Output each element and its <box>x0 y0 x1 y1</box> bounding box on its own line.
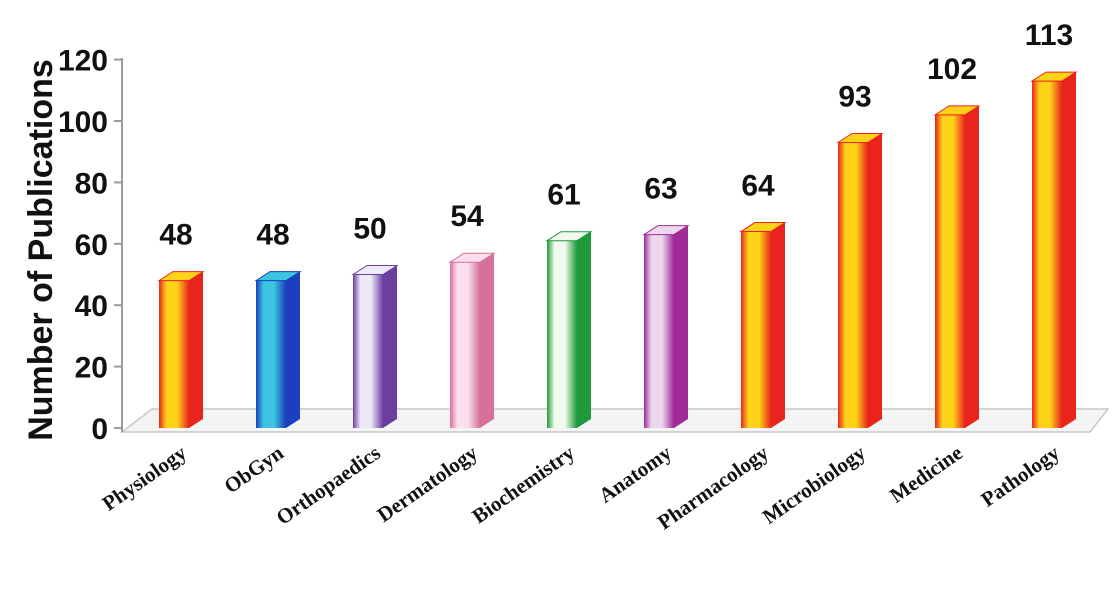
data-label: 50 <box>353 213 386 246</box>
bar-side <box>383 265 397 428</box>
data-label: 54 <box>450 200 484 233</box>
data-label: 113 <box>1025 19 1073 52</box>
bar-top <box>157 271 205 282</box>
bar-front <box>935 114 965 429</box>
bar-medicine <box>933 105 981 429</box>
bar-top <box>545 231 593 242</box>
bar-top <box>642 225 690 236</box>
bar-top <box>351 265 399 275</box>
data-label: 48 <box>159 219 192 252</box>
bar-side <box>674 225 688 428</box>
y-axis: 0 20 40 60 80 100 120 <box>58 45 123 446</box>
y-tick-label: 100 <box>58 106 108 139</box>
bar-side <box>577 231 591 428</box>
bar-side <box>189 271 203 428</box>
data-labels: 48 48 50 54 61 63 64 93 102 113 <box>159 19 1073 252</box>
bar-top <box>448 252 496 263</box>
bar-top <box>254 271 302 282</box>
x-category-label: Pathology <box>977 440 1065 511</box>
data-label: 93 <box>838 80 871 113</box>
data-label: 63 <box>644 173 677 206</box>
x-category-label: Orthopaedics <box>272 440 385 529</box>
bar-side <box>868 133 882 429</box>
y-tick-label: 60 <box>75 229 108 262</box>
y-tick-label: 20 <box>75 352 108 385</box>
bar-front <box>256 280 286 428</box>
bar-obgyn <box>254 271 302 428</box>
bar-front <box>353 274 383 428</box>
data-label: 102 <box>927 53 977 86</box>
x-category-label: Medicine <box>885 440 967 507</box>
bar-physiology <box>157 271 205 428</box>
bar-top <box>933 105 981 116</box>
y-tick-label: 0 <box>91 413 108 446</box>
bar-dermatology <box>448 252 496 428</box>
bar-front <box>547 240 577 428</box>
x-category-label: Physiology <box>98 440 192 515</box>
bar-side <box>771 222 785 428</box>
x-category-label: Biochemistry <box>468 440 580 528</box>
x-category-label: Anatomy <box>594 440 676 507</box>
bar-microbiology <box>836 132 884 429</box>
bar-top <box>1030 71 1078 82</box>
bar-front <box>450 262 480 428</box>
y-tick-label: 80 <box>75 167 108 200</box>
bar-pharmacology <box>739 222 787 428</box>
bar-pathology <box>1030 71 1078 428</box>
data-label: 61 <box>547 179 580 212</box>
bar-orthopaedics <box>351 265 399 428</box>
x-category-label: ObGyn <box>220 440 289 498</box>
bar-side <box>480 253 494 428</box>
bar-side <box>286 271 300 428</box>
bar-front <box>644 234 674 428</box>
bar-side <box>1062 72 1076 428</box>
bar-anatomy <box>642 225 690 428</box>
y-tick-label: 40 <box>75 290 108 323</box>
bar-top <box>836 132 884 143</box>
bar-biochemistry <box>545 231 593 428</box>
y-tick-label: 120 <box>58 45 108 78</box>
x-axis-categories: Physiology ObGynOrthopaedicsDermatologyBi… <box>98 440 1065 534</box>
bar-front <box>838 142 868 429</box>
data-label: 64 <box>741 170 775 203</box>
data-label: 48 <box>256 219 289 252</box>
bar-top <box>739 222 787 233</box>
bar-front <box>1032 81 1062 428</box>
x-category-label: Dermatology <box>373 440 483 527</box>
y-axis-label: Number of Publications <box>22 59 60 441</box>
x-category-label: Microbiology <box>758 440 870 529</box>
bar-side <box>965 105 979 429</box>
bar-front <box>741 231 771 428</box>
bar-front <box>159 280 189 428</box>
bar-series <box>157 71 1078 429</box>
